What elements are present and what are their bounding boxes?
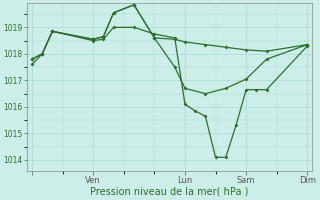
X-axis label: Pression niveau de la mer( hPa ): Pression niveau de la mer( hPa ) — [91, 187, 249, 197]
